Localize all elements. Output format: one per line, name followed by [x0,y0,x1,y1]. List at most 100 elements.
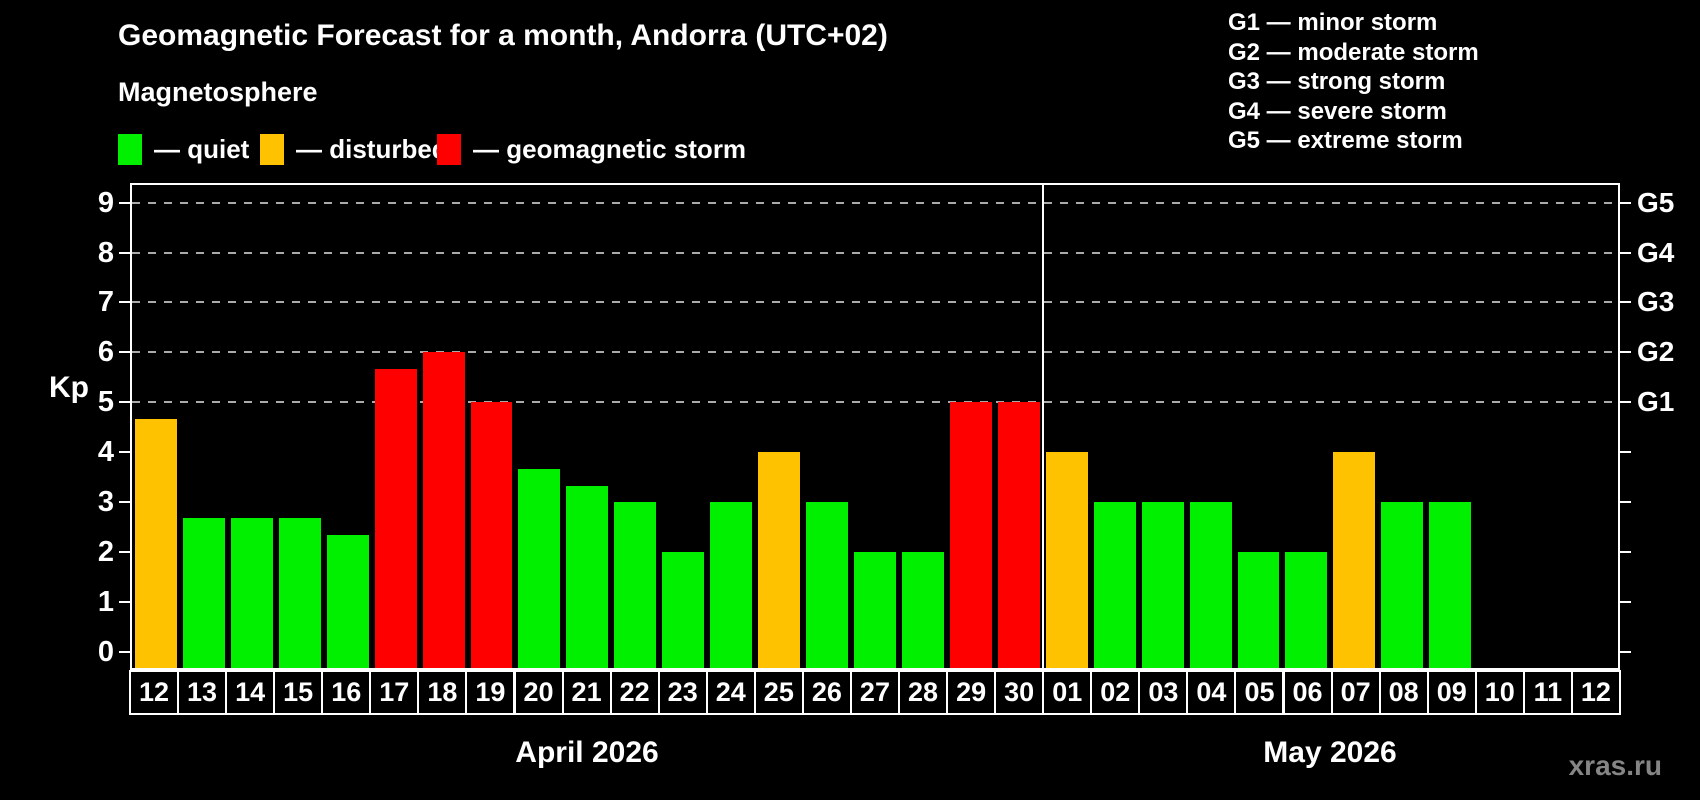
date-box-06: 06 [1282,670,1333,715]
g-legend-line-g2: G2 — moderate storm [1228,38,1479,66]
gridline-kp-9 [132,201,1618,204]
g-legend-line-g5: G5 — extreme storm [1228,127,1463,155]
date-box-26: 26 [801,670,852,715]
date-box-18: 18 [417,670,468,715]
date-box-23: 23 [657,670,708,715]
quiet-color-swatch [118,134,142,165]
y-tick-label-5: 5 [97,386,114,419]
date-box-14: 14 [225,670,276,715]
legend-item-storm: — geomagnetic storm [437,134,746,165]
g-level-label-g4: G4 [1637,236,1675,268]
kp-bar-apr-20 [518,468,561,668]
kp-bar-apr-26 [806,502,849,668]
kp-bar-apr-15 [278,518,321,668]
kp-bar-apr-25 [758,452,801,668]
date-box-16: 16 [321,670,372,715]
g-scale-legend: G1 — minor storm G2 — moderate storm G3 … [1228,8,1479,156]
kp-bar-apr-13 [182,518,225,668]
g-level-label-g1: G1 [1637,386,1675,418]
date-box-12: 12 [129,670,179,715]
kp-bar-apr-12 [135,418,177,668]
date-box-11: 11 [1522,670,1573,715]
kp-bar-may-09 [1429,502,1472,668]
date-box-22: 22 [609,670,660,715]
legend-item-disturbed: — disturbed [260,134,448,165]
y-axis-tick-right [1620,301,1631,304]
date-box-04: 04 [1186,670,1237,715]
kp-bar-apr-22 [614,502,657,668]
plot-area [130,183,1620,670]
y-tick-label-1: 1 [97,585,114,618]
kp-bar-may-07 [1333,452,1376,668]
date-box-09: 09 [1426,670,1477,715]
kp-bar-apr-19 [470,402,513,668]
y-axis-tick-right [1620,600,1631,603]
kp-bar-apr-17 [374,368,417,668]
date-box-05: 05 [1234,670,1285,715]
date-box-20: 20 [513,670,564,715]
g-level-label-g2: G2 [1637,336,1675,368]
kp-bar-apr-23 [662,551,705,668]
date-box-01: 01 [1042,670,1093,715]
y-tick-label-8: 8 [97,236,114,269]
chart-subtitle: Magnetosphere [118,77,318,107]
date-box-21: 21 [561,670,612,715]
kp-bar-apr-29 [949,402,992,668]
y-tick-label-9: 9 [97,186,114,219]
y-axis-tick-right [1620,401,1631,404]
y-axis-tick-right [1620,451,1631,454]
y-tick-label-0: 0 [97,635,114,668]
kp-bar-may-05 [1237,551,1280,668]
gridline-kp-7 [132,301,1618,304]
kp-bar-apr-24 [710,502,753,668]
y-tick-label-2: 2 [97,535,114,568]
watermark-xras: xras.ru [1568,750,1662,781]
storm-color-swatch [437,134,461,165]
date-box-15: 15 [273,670,324,715]
kp-bar-apr-21 [566,485,609,668]
legend-label-disturbed: — disturbed [296,134,448,164]
y-axis-tick-left [119,201,130,204]
date-box-24: 24 [705,670,756,715]
y-tick-label-7: 7 [97,286,114,319]
gridline-kp-5 [132,401,1618,404]
date-box-02: 02 [1090,670,1141,715]
y-tick-label-4: 4 [97,436,114,469]
kp-bar-apr-27 [854,551,896,668]
kp-bar-apr-14 [230,518,273,668]
date-box-12: 12 [1570,670,1621,715]
legend-label-storm: — geomagnetic storm [473,134,747,164]
y-axis-tick-left [119,301,130,304]
kp-bar-apr-28 [901,551,944,668]
y-tick-label-6: 6 [97,336,114,369]
gridline-kp-6 [132,351,1618,354]
date-box-25: 25 [753,670,804,715]
kp-bar-apr-16 [326,535,369,668]
date-box-29: 29 [946,670,997,715]
month-label-april: April 2026 [515,736,659,769]
date-box-17: 17 [369,670,420,715]
legend-label-quiet: — quiet [154,134,250,164]
date-box-10: 10 [1474,670,1525,715]
y-axis-tick-left [119,501,130,503]
kp-bar-may-01 [1045,452,1088,668]
g-legend-line-g1: G1 — minor storm [1228,9,1438,36]
legend-item-quiet: — quiet [118,134,249,165]
date-box-03: 03 [1138,670,1189,715]
g-legend-line-g3: G3 — strong storm [1228,68,1446,96]
g-legend-line-g4: G4 — severe storm [1228,97,1447,125]
month-separator [1041,185,1044,668]
kp-bar-may-08 [1381,502,1424,668]
y-tick-label-3: 3 [97,486,114,518]
date-box-13: 13 [177,670,228,715]
kp-bar-apr-30 [997,402,1040,668]
y-axis-tick-right [1620,351,1631,354]
date-box-30: 30 [994,670,1045,715]
kp-bar-may-06 [1285,551,1328,668]
kp-bar-may-04 [1189,502,1232,668]
date-box-27: 27 [849,670,900,715]
kp-bar-may-03 [1141,502,1184,668]
kp-bar-apr-18 [422,352,465,668]
y-axis-tick-left [119,401,130,404]
